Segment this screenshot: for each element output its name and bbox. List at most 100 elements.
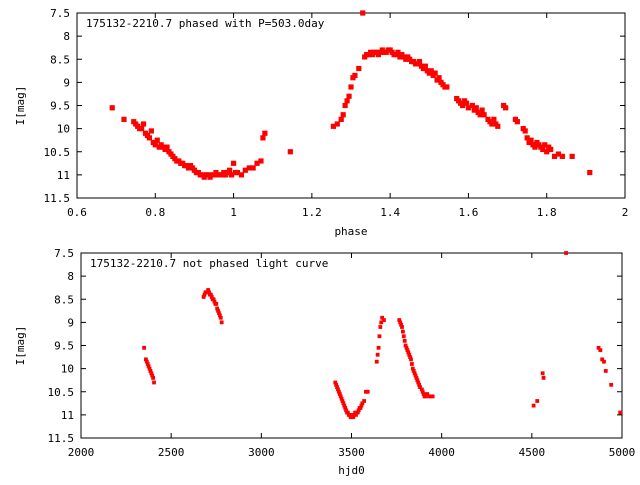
phased-x-tick-label: 1.6 (458, 206, 478, 219)
phased-data-points (109, 10, 593, 180)
unphased-data-point (208, 292, 213, 297)
phased-data-point (548, 146, 554, 153)
phased-data-point (246, 165, 252, 171)
phased-data-point (229, 172, 235, 178)
phased-data-point (544, 149, 550, 155)
unphased-data-point (413, 373, 418, 378)
phased-data-point (164, 144, 170, 150)
phased-data-point (360, 10, 366, 16)
phased-data-point (340, 112, 346, 118)
unphased-data-point (144, 359, 149, 364)
unphased-x-tick-label: 4000 (428, 446, 455, 459)
unphased-y-axis-label: I[mag] (14, 326, 27, 366)
unphased-data-point (596, 345, 601, 350)
phased-data-point (262, 130, 268, 136)
unphased-data-point (365, 389, 370, 394)
phased-data-point (444, 84, 450, 90)
phased-x-tick-label: 1 (230, 206, 237, 219)
phased-y-axis-label: I[mag] (14, 86, 27, 126)
unphased-data-point (209, 295, 214, 299)
unphased-data-point (430, 394, 435, 399)
unphased-data-point (417, 382, 422, 387)
phased-x-tick-label: 0.8 (145, 206, 165, 219)
phased-data-point (138, 126, 145, 132)
unphased-data-point (217, 311, 221, 316)
phased-y-tick-label: 11 (57, 169, 70, 182)
phased-data-point (152, 142, 158, 148)
unphased-data-point (145, 362, 150, 366)
unphased-x-tick-label: 4500 (519, 446, 546, 459)
phased-x-tick-label: 1.2 (302, 206, 322, 219)
unphased-data-point (206, 288, 211, 292)
phased-data-point (514, 119, 520, 125)
phased-data-point (477, 112, 483, 118)
phased-data-point (230, 160, 237, 166)
unphased-data-point (215, 306, 220, 311)
phased-data-point (250, 165, 256, 171)
unphased-data-point (382, 318, 386, 322)
unphased-data-point (218, 315, 223, 320)
unphased-x-tick-label: 3500 (338, 446, 365, 459)
phased-data-point (432, 70, 438, 76)
phased-x-axis-label: phase (334, 225, 367, 238)
unphased-data-point (618, 410, 623, 415)
phased-x-ticks: 0.6 0.8 1 1.2 1.4 1.6 1.8 2 (67, 13, 628, 219)
unphased-data-point (149, 371, 154, 376)
unphased-data-point (378, 325, 383, 329)
unphased-data-point (207, 290, 211, 295)
phased-y-tick-label: 10.5 (44, 146, 71, 159)
unphased-data-point (541, 375, 546, 380)
phased-data-point (109, 105, 115, 111)
phased-data-point (555, 151, 562, 157)
phased-data-point (287, 149, 293, 155)
unphased-data-point (421, 392, 426, 396)
unphased-data-point (398, 320, 403, 325)
unphased-data-point (201, 295, 206, 299)
unphased-y-tick-label: 8 (67, 270, 74, 283)
unphased-data-point (345, 410, 350, 415)
phased-data-point (540, 146, 546, 153)
phased-data-point (146, 135, 153, 141)
unphased-data-point (216, 308, 220, 313)
phased-data-point (121, 116, 127, 122)
phased-y-tick-label: 11.5 (44, 192, 71, 205)
unphased-data-point (414, 375, 419, 380)
phased-data-point (342, 102, 348, 109)
phased-y-tick-label: 8 (63, 30, 70, 43)
unphased-data-point (356, 408, 361, 413)
unphased-data-point (333, 380, 338, 385)
unphased-light-curve-panel: 2000 2500 3000 3500 4000 4500 5000 7.5 8 8.5 9 9.5… (14, 247, 635, 477)
unphased-data-point (420, 389, 425, 394)
phased-data-point (330, 123, 336, 129)
unphased-data-point (409, 357, 413, 362)
phased-data-point (465, 105, 472, 111)
phased-data-point (338, 116, 344, 122)
phased-data-point (528, 137, 534, 143)
unphased-data-point (410, 366, 415, 371)
unphased-data-point (375, 352, 380, 357)
unphased-y-tick-label: 11.5 (48, 432, 75, 445)
unphased-data-point (360, 401, 365, 406)
unphased-data-point (412, 371, 417, 376)
unphased-y-tick-label: 9.5 (54, 340, 74, 353)
phased-x-tick-label: 2 (622, 206, 629, 219)
unphased-x-ticks: 2000 2500 3000 3500 4000 4500 5000 (68, 253, 635, 459)
unphased-data-point (343, 406, 348, 410)
unphased-data-point (148, 369, 153, 373)
phased-data-point (258, 158, 264, 164)
unphased-data-point (354, 412, 358, 417)
phased-x-tick-label: 1.4 (380, 206, 400, 219)
unphased-data-point (603, 369, 608, 373)
unphased-data-point (419, 387, 424, 392)
unphased-data-point (338, 394, 343, 399)
phased-data-point (148, 128, 154, 134)
phased-data-point (569, 153, 575, 159)
phased-chart-title: 175132-2210.7 phased with P=503.0day (86, 17, 325, 30)
phased-data-point (491, 116, 497, 122)
phased-data-point (140, 121, 147, 127)
unphased-data-point (217, 313, 222, 318)
phased-data-point (352, 72, 358, 79)
unphased-data-point (535, 399, 540, 403)
phased-plot-frame (76, 12, 626, 199)
